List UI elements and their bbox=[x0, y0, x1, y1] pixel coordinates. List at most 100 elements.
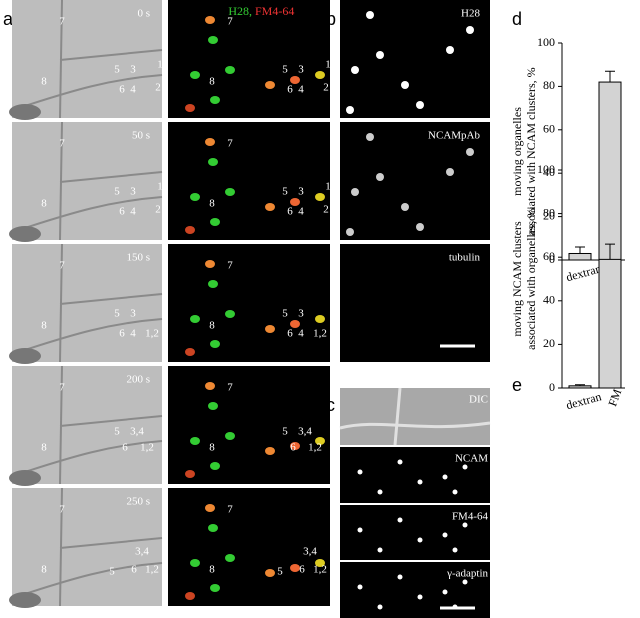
organelle bbox=[210, 218, 220, 226]
object-label: 8 bbox=[209, 564, 215, 576]
organelle bbox=[185, 470, 195, 478]
x-tick-label: dextran bbox=[564, 389, 602, 412]
panel-letter: e bbox=[512, 375, 522, 395]
channel-label: H28 bbox=[461, 8, 480, 20]
legend-green: H28, bbox=[228, 4, 252, 18]
object-label: 7 bbox=[227, 382, 233, 394]
punctum bbox=[417, 479, 423, 485]
object-label: 1 bbox=[325, 181, 331, 193]
object-label: 6 bbox=[119, 206, 125, 218]
object-label: 8 bbox=[41, 198, 47, 210]
organelle bbox=[205, 504, 215, 512]
object-label: 1 bbox=[325, 59, 331, 71]
organelle bbox=[290, 442, 300, 450]
object-label: 8 bbox=[209, 442, 215, 454]
punctum bbox=[462, 522, 468, 528]
time-label: 200 s bbox=[126, 374, 150, 386]
object-label: 4 bbox=[298, 206, 304, 218]
dic-image bbox=[12, 244, 162, 362]
y-axis-label: associated with NCAM clusters, % bbox=[524, 67, 538, 235]
punctum bbox=[357, 469, 363, 475]
image bbox=[340, 505, 490, 560]
object-label: 3 bbox=[130, 186, 136, 198]
organelle bbox=[315, 193, 325, 201]
organelle bbox=[190, 71, 200, 79]
y-axis-label: moving NCAM clusters bbox=[510, 221, 524, 337]
fluor-image bbox=[340, 244, 490, 362]
organelle bbox=[185, 348, 195, 356]
object-label: 1 bbox=[157, 59, 163, 71]
punctum bbox=[357, 527, 363, 533]
object-label: 7 bbox=[227, 138, 233, 150]
object-label: 6 bbox=[287, 84, 293, 96]
organelle bbox=[265, 569, 275, 577]
image bbox=[340, 388, 490, 445]
punctum bbox=[346, 228, 354, 236]
organelle bbox=[185, 592, 195, 600]
y-tick-label: 80 bbox=[543, 205, 555, 219]
punctum bbox=[416, 101, 424, 109]
organelle bbox=[265, 447, 275, 455]
error-bar bbox=[575, 246, 585, 254]
y-tick-label: 40 bbox=[543, 293, 555, 307]
object-label: 6 bbox=[299, 564, 305, 576]
object-label: 3,4 bbox=[298, 426, 312, 438]
channel-label: tubulin bbox=[449, 252, 481, 264]
time-label: 150 s bbox=[126, 252, 150, 264]
dic-image bbox=[12, 0, 162, 118]
object-label: 7 bbox=[59, 138, 65, 150]
error-bar bbox=[605, 70, 615, 83]
fluor-image bbox=[340, 0, 490, 118]
object-label: 8 bbox=[209, 76, 215, 88]
channel-label: FM4-64 bbox=[452, 511, 489, 523]
bar bbox=[598, 81, 622, 261]
punctum bbox=[346, 106, 354, 114]
organelle bbox=[185, 104, 195, 112]
y-tick-label: 0 bbox=[549, 380, 555, 394]
x-tick-label: dextran bbox=[564, 261, 602, 284]
punctum bbox=[351, 188, 359, 196]
punctum bbox=[377, 604, 383, 610]
punctum bbox=[397, 574, 403, 580]
organelle bbox=[210, 96, 220, 104]
object-label: 7 bbox=[227, 260, 233, 272]
object-label: 6 bbox=[131, 564, 137, 576]
object-label: 3,4 bbox=[130, 426, 144, 438]
object-label: 7 bbox=[59, 260, 65, 272]
organelle bbox=[210, 462, 220, 470]
organelle bbox=[185, 226, 195, 234]
object-label: 7 bbox=[227, 504, 233, 516]
punctum bbox=[416, 223, 424, 231]
object-label: 4 bbox=[130, 328, 136, 340]
x-tick-label: FM bbox=[605, 387, 624, 408]
punctum bbox=[351, 66, 359, 74]
organelle bbox=[208, 402, 218, 410]
punctum bbox=[446, 168, 454, 176]
punctum bbox=[446, 46, 454, 54]
error-bar bbox=[605, 243, 615, 260]
y-axis-label: moving organelles bbox=[510, 107, 524, 196]
y-tick-label: 20 bbox=[543, 336, 555, 350]
object-label: 3 bbox=[298, 186, 304, 198]
object-label: 7 bbox=[59, 382, 65, 394]
object-label: 5 bbox=[282, 64, 288, 76]
y-axis-label: associated with organelles, % bbox=[524, 208, 538, 350]
punctum bbox=[377, 489, 383, 495]
punctum bbox=[417, 537, 423, 543]
object-label: 5 bbox=[282, 186, 288, 198]
punctum bbox=[442, 474, 448, 480]
object-label: 8 bbox=[41, 76, 47, 88]
organelle bbox=[208, 36, 218, 44]
organelle bbox=[205, 138, 215, 146]
y-tick-label: 40 bbox=[543, 165, 555, 179]
object-label: 3 bbox=[130, 308, 136, 320]
y-tick-label: 100 bbox=[537, 35, 555, 49]
object-label: 8 bbox=[41, 442, 47, 454]
organelle bbox=[265, 203, 275, 211]
channel-label: NCAMpAb bbox=[428, 130, 480, 142]
panel-letter: b bbox=[326, 9, 336, 29]
time-label: 50 s bbox=[132, 130, 150, 142]
object-label: 5 bbox=[109, 566, 115, 578]
object-label: 3,4 bbox=[135, 546, 149, 558]
